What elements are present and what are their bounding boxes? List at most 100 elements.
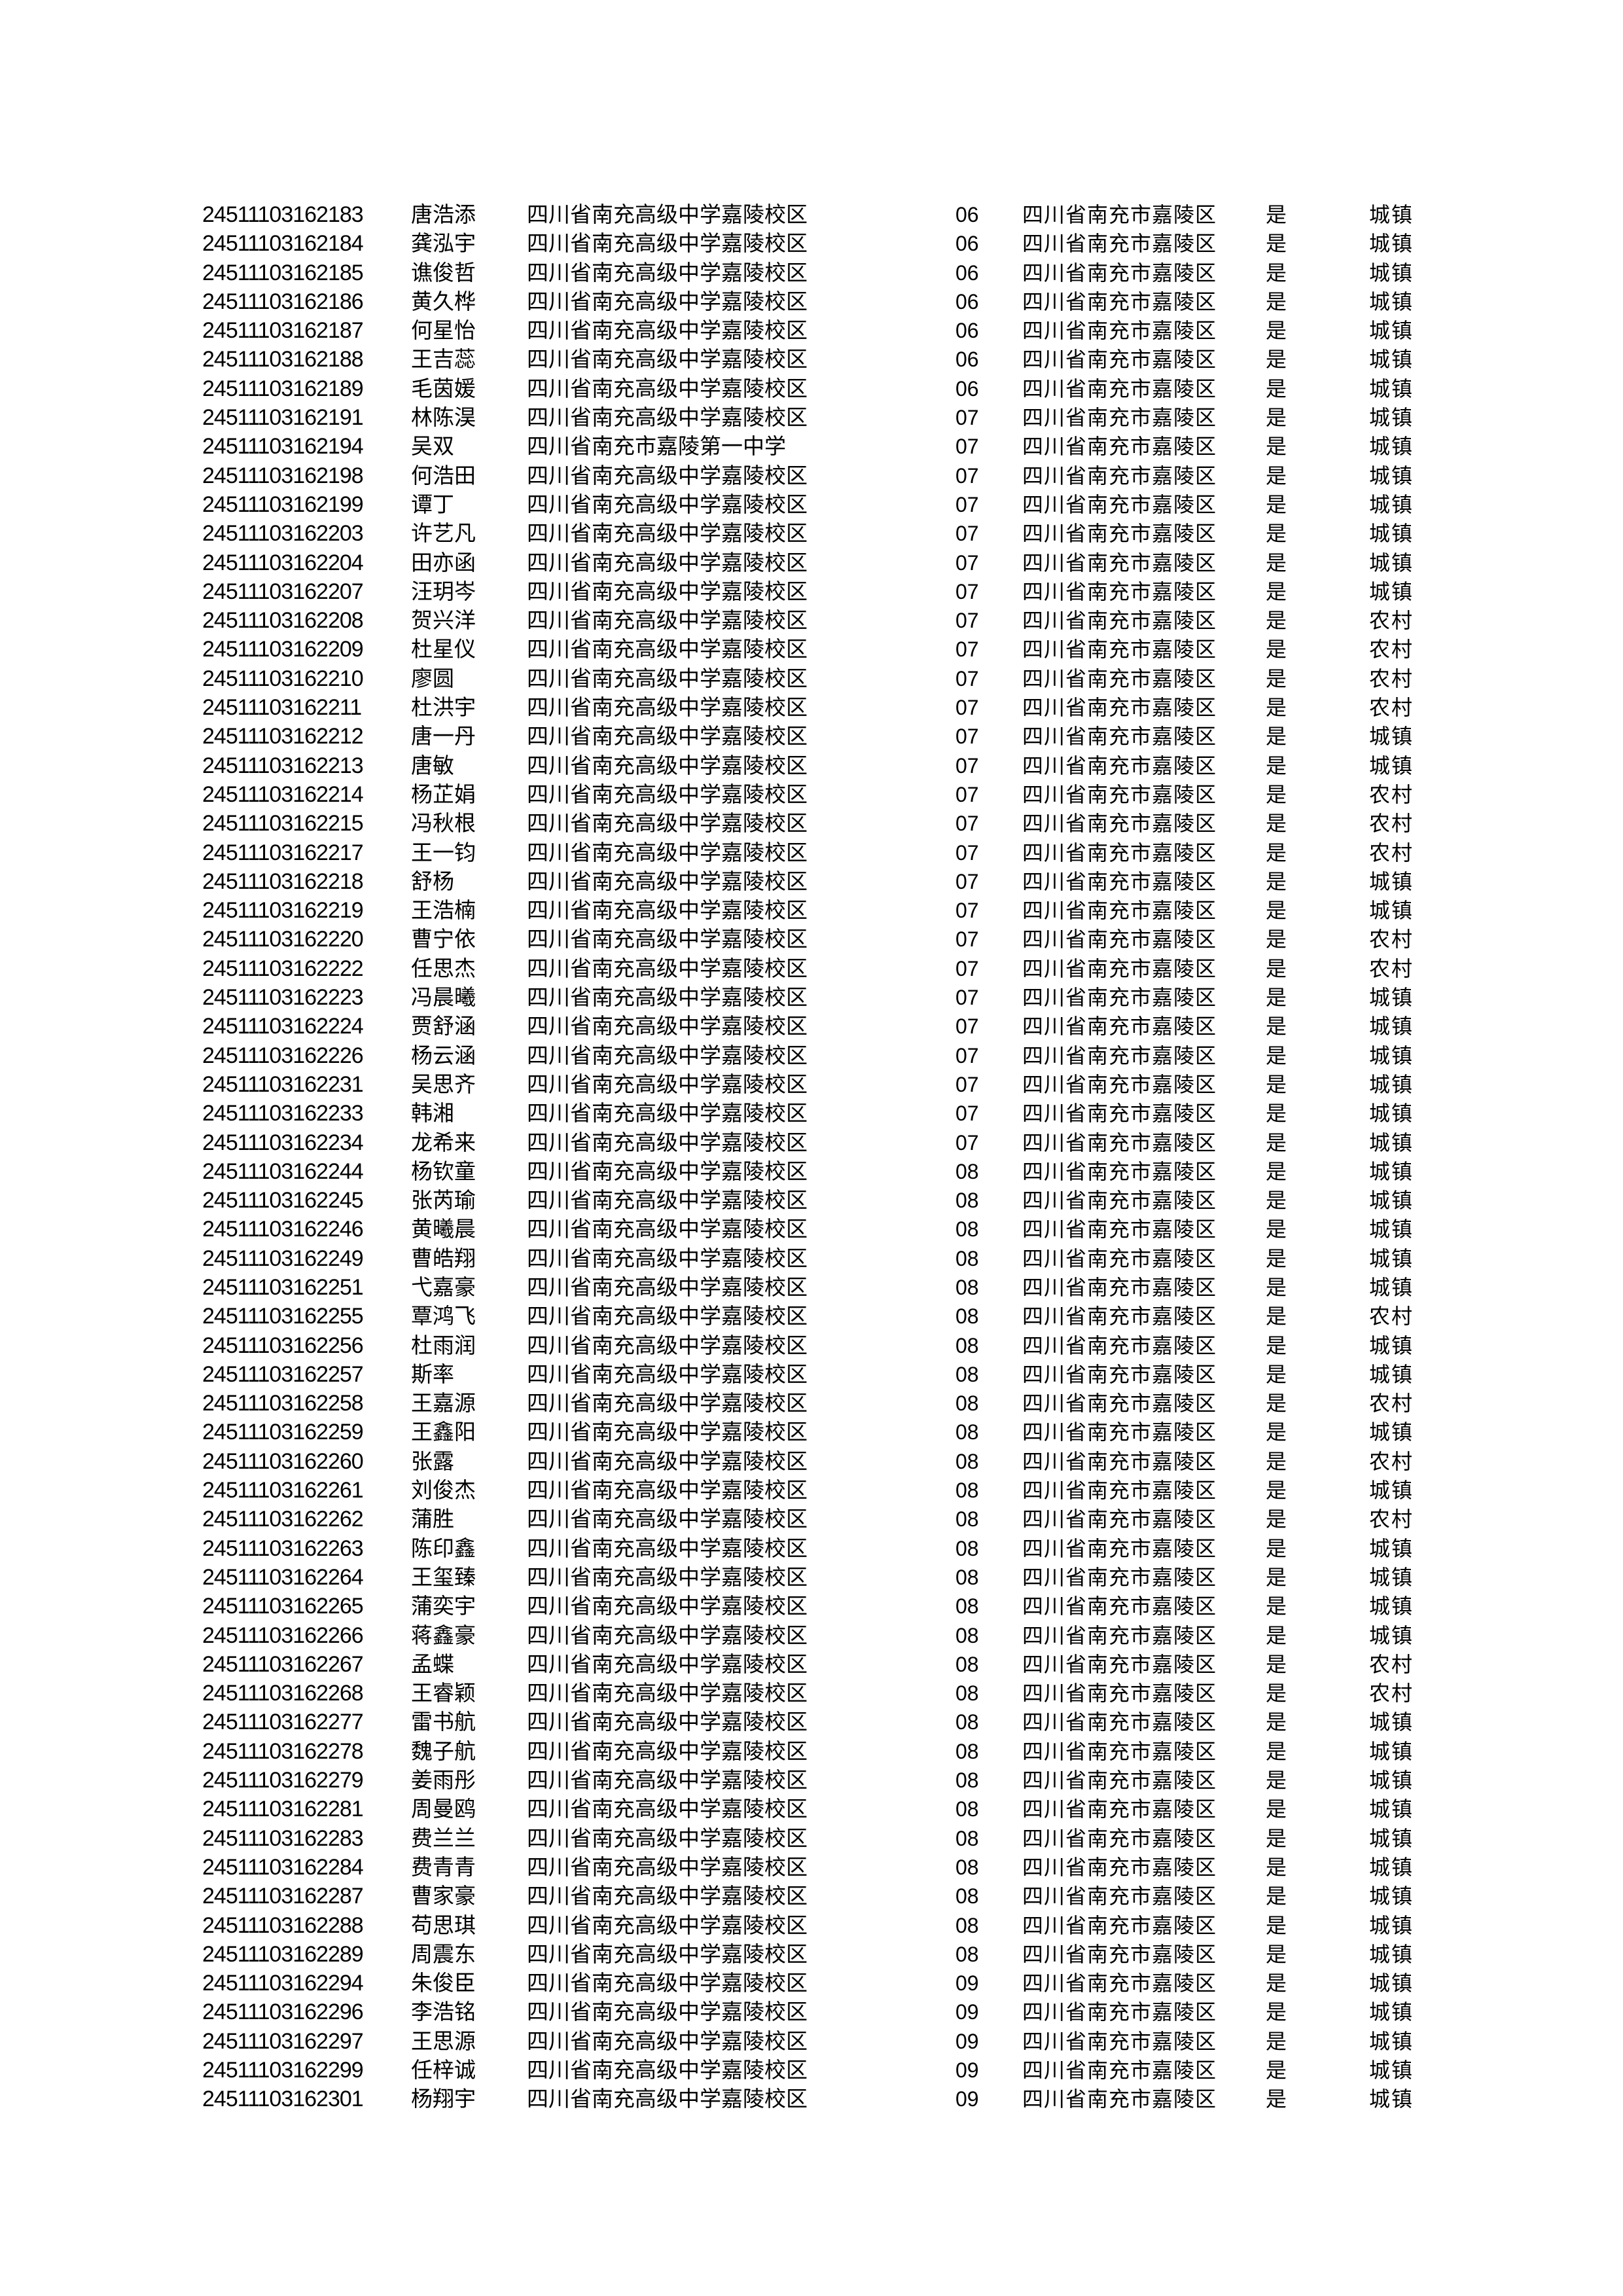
class-cell: 08 bbox=[955, 1942, 979, 1966]
region-cell: 四川省南充市嘉陵区 bbox=[1022, 1681, 1217, 1706]
student-name-cell: 王思源 bbox=[411, 2028, 476, 2054]
exam-number-cell: 24511103162213 bbox=[202, 753, 364, 778]
exam-number-cell: 24511103162185 bbox=[202, 260, 364, 285]
student-name-cell: 周震东 bbox=[411, 1941, 476, 1967]
exam-number-cell: 24511103162204 bbox=[202, 550, 364, 575]
region-cell: 四川省南充市嘉陵区 bbox=[1022, 1564, 1217, 1590]
table-row: 24511103162183 唐浩添 四川省南充高级中学嘉陵校区 06 四川省南充市嘉陵… bbox=[0, 200, 1623, 229]
exam-number-cell: 24511103162283 bbox=[202, 1825, 364, 1851]
region-cell: 四川省南充市嘉陵区 bbox=[1022, 1738, 1217, 1764]
local-status-cell: 是 bbox=[1266, 1043, 1287, 1068]
table-row: 24511103162207 汪玥岑 四川省南充高级中学嘉陵校区 07 四川省南充市嘉陵… bbox=[0, 577, 1623, 606]
student-name-cell: 王吉蕊 bbox=[411, 346, 476, 372]
table-row: 24511103162218 舒杨 四川省南充高级中学嘉陵校区 07 四川省南充市嘉陵区… bbox=[0, 867, 1623, 896]
residence-type-cell: 城镇 bbox=[1369, 434, 1414, 459]
student-name-cell: 魏子航 bbox=[411, 1738, 476, 1764]
exam-number-cell: 24511103162188 bbox=[202, 347, 364, 372]
school-cell: 四川省南充高级中学嘉陵校区 bbox=[527, 723, 808, 749]
school-cell: 四川省南充高级中学嘉陵校区 bbox=[527, 1274, 808, 1300]
region-cell: 四川省南充市嘉陵区 bbox=[1022, 1478, 1217, 1503]
student-name-cell: 杜雨润 bbox=[411, 1332, 476, 1358]
residence-type-cell: 城镇 bbox=[1369, 318, 1414, 344]
residence-type-cell: 城镇 bbox=[1369, 1246, 1414, 1271]
residence-type-cell: 城镇 bbox=[1369, 1043, 1414, 1068]
region-cell: 四川省南充市嘉陵区 bbox=[1022, 202, 1217, 227]
region-cell: 四川省南充市嘉陵区 bbox=[1022, 898, 1217, 924]
class-cell: 08 bbox=[955, 1739, 979, 1763]
residence-type-cell: 农村 bbox=[1369, 781, 1414, 807]
exam-number-cell: 24511103162277 bbox=[202, 1710, 364, 1735]
class-cell: 09 bbox=[955, 1971, 979, 1996]
residence-type-cell: 农村 bbox=[1369, 695, 1414, 721]
student-name-cell: 黄久桦 bbox=[411, 288, 476, 314]
school-cell: 四川省南充高级中学嘉陵校区 bbox=[527, 839, 808, 865]
table-row: 24511103162288 苟思琪 四川省南充高级中学嘉陵校区 08 四川省南充市嘉陵… bbox=[0, 1911, 1623, 1940]
local-status-cell: 是 bbox=[1266, 1971, 1287, 1996]
table-row: 24511103162233 韩湘 四川省南充高级中学嘉陵校区 07 四川省南充市嘉陵区… bbox=[0, 1099, 1623, 1128]
exam-number-cell: 24511103162261 bbox=[202, 1478, 364, 1503]
school-cell: 四川省南充高级中学嘉陵校区 bbox=[527, 1448, 808, 1474]
residence-type-cell: 城镇 bbox=[1369, 1333, 1414, 1358]
school-cell: 四川省南充高级中学嘉陵校区 bbox=[527, 520, 808, 547]
student-name-cell: 唐浩添 bbox=[411, 202, 476, 227]
region-cell: 四川省南充市嘉陵区 bbox=[1022, 1333, 1217, 1358]
exam-number-cell: 24511103162231 bbox=[202, 1071, 364, 1097]
class-cell: 07 bbox=[955, 463, 979, 488]
class-cell: 08 bbox=[955, 1797, 979, 1821]
residence-type-cell: 城镇 bbox=[1369, 202, 1414, 227]
region-cell: 四川省南充市嘉陵区 bbox=[1022, 1391, 1217, 1416]
class-cell: 07 bbox=[955, 899, 979, 923]
class-cell: 08 bbox=[955, 1594, 979, 1619]
school-cell: 四川省南充高级中学嘉陵校区 bbox=[527, 1129, 808, 1155]
residence-type-cell: 城镇 bbox=[1369, 1912, 1414, 1938]
table-row: 24511103162263 陈印鑫 四川省南充高级中学嘉陵校区 08 四川省南充市嘉陵… bbox=[0, 1534, 1623, 1563]
region-cell: 四川省南充市嘉陵区 bbox=[1022, 1884, 1217, 1909]
residence-type-cell: 城镇 bbox=[1369, 1274, 1414, 1300]
student-table: 24511103162183 唐浩添 四川省南充高级中学嘉陵校区 06 四川省南充市嘉陵… bbox=[0, 200, 1623, 2114]
student-name-cell: 许艺凡 bbox=[411, 520, 476, 547]
school-cell: 四川省南充高级中学嘉陵校区 bbox=[527, 1506, 808, 1532]
residence-type-cell: 城镇 bbox=[1369, 1535, 1414, 1561]
local-status-cell: 是 bbox=[1266, 637, 1287, 662]
local-status-cell: 是 bbox=[1266, 376, 1287, 401]
exam-number-cell: 24511103162260 bbox=[202, 1448, 364, 1474]
student-name-cell: 韩湘 bbox=[411, 1100, 454, 1126]
table-row: 24511103162189 毛茵媛 四川省南充高级中学嘉陵校区 06 四川省南充市嘉陵… bbox=[0, 374, 1623, 403]
school-cell: 四川省南充高级中学嘉陵校区 bbox=[527, 1477, 808, 1503]
school-cell: 四川省南充高级中学嘉陵校区 bbox=[527, 1303, 808, 1329]
local-status-cell: 是 bbox=[1266, 1710, 1287, 1735]
student-name-cell: 蒲胜 bbox=[411, 1506, 454, 1532]
local-status-cell: 是 bbox=[1266, 1246, 1287, 1271]
table-row: 24511103162204 田亦函 四川省南充高级中学嘉陵校区 07 四川省南充市嘉陵… bbox=[0, 548, 1623, 577]
school-cell: 四川省南充高级中学嘉陵校区 bbox=[527, 2086, 808, 2112]
class-cell: 08 bbox=[955, 1507, 979, 1532]
local-status-cell: 是 bbox=[1266, 1101, 1287, 1126]
region-cell: 四川省南充市嘉陵区 bbox=[1022, 695, 1217, 721]
table-row: 24511103162187 何星怡 四川省南充高级中学嘉陵校区 06 四川省南充市嘉陵… bbox=[0, 316, 1623, 345]
local-status-cell: 是 bbox=[1266, 463, 1287, 488]
school-cell: 四川省南充高级中学嘉陵校区 bbox=[527, 1535, 808, 1561]
local-status-cell: 是 bbox=[1266, 1884, 1287, 1909]
table-row: 24511103162299 任梓诚 四川省南充高级中学嘉陵校区 09 四川省南充市嘉陵… bbox=[0, 2056, 1623, 2085]
local-status-cell: 是 bbox=[1266, 2087, 1287, 2112]
residence-type-cell: 城镇 bbox=[1369, 1594, 1414, 1619]
school-cell: 四川省南充高级中学嘉陵校区 bbox=[527, 955, 808, 981]
class-cell: 07 bbox=[955, 1014, 979, 1039]
school-cell: 四川省南充高级中学嘉陵校区 bbox=[527, 1709, 808, 1735]
class-cell: 08 bbox=[955, 1565, 979, 1589]
residence-type-cell: 城镇 bbox=[1369, 405, 1414, 431]
residence-type-cell: 城镇 bbox=[1369, 1768, 1414, 1793]
local-status-cell: 是 bbox=[1266, 1071, 1287, 1097]
school-cell: 四川省南充高级中学嘉陵校区 bbox=[527, 694, 808, 721]
region-cell: 四川省南充市嘉陵区 bbox=[1022, 2000, 1217, 2025]
school-cell: 四川省南充高级中学嘉陵校区 bbox=[527, 288, 808, 314]
school-cell: 四川省南充高级中学嘉陵校区 bbox=[527, 1999, 808, 2025]
residence-type-cell: 城镇 bbox=[1369, 1101, 1414, 1126]
local-status-cell: 是 bbox=[1266, 1014, 1287, 1039]
school-cell: 四川省南充高级中学嘉陵校区 bbox=[527, 549, 808, 575]
region-cell: 四川省南充市嘉陵区 bbox=[1022, 781, 1217, 807]
exam-number-cell: 24511103162267 bbox=[202, 1651, 364, 1677]
student-name-cell: 王一钧 bbox=[411, 839, 476, 865]
table-row: 24511103162256 杜雨润 四川省南充高级中学嘉陵校区 08 四川省南充市嘉陵… bbox=[0, 1331, 1623, 1360]
class-cell: 06 bbox=[955, 203, 979, 226]
